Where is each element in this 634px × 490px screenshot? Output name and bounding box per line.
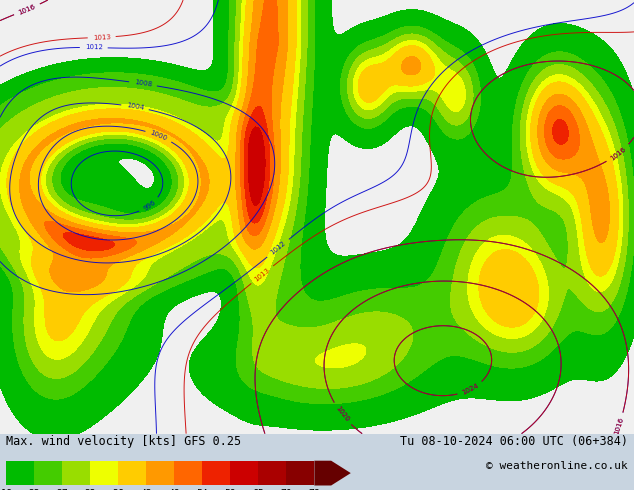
- Text: 1013: 1013: [253, 267, 271, 283]
- Bar: [62, 461, 90, 486]
- Bar: [259, 461, 287, 486]
- Text: 1016: 1016: [614, 416, 624, 436]
- Text: 1016: 1016: [18, 3, 37, 16]
- Text: 1024: 1024: [461, 383, 479, 396]
- Text: 78: 78: [309, 489, 320, 490]
- Text: 1000: 1000: [149, 130, 168, 142]
- Text: 996: 996: [142, 199, 157, 212]
- Text: 49: 49: [169, 489, 180, 490]
- Text: © weatheronline.co.uk: © weatheronline.co.uk: [486, 461, 628, 471]
- Text: 22: 22: [29, 489, 40, 490]
- Text: 54: 54: [197, 489, 208, 490]
- Text: 1008: 1008: [134, 79, 152, 88]
- Bar: [146, 461, 174, 486]
- Bar: [230, 461, 259, 486]
- Text: 1012: 1012: [269, 240, 287, 256]
- Text: 1012: 1012: [85, 45, 103, 50]
- Text: Max. wind velocity [kts] GFS 0.25: Max. wind velocity [kts] GFS 0.25: [6, 435, 242, 448]
- Text: 59: 59: [224, 489, 236, 490]
- Text: 1020: 1020: [334, 405, 350, 423]
- Text: 43: 43: [141, 489, 152, 490]
- Bar: [91, 461, 119, 486]
- Text: 16: 16: [1, 489, 12, 490]
- Text: 27: 27: [56, 489, 68, 490]
- Text: 1016: 1016: [18, 3, 37, 16]
- Text: 1016: 1016: [614, 416, 624, 436]
- Text: 65: 65: [252, 489, 264, 490]
- FancyArrow shape: [314, 461, 351, 486]
- Text: 1013: 1013: [93, 34, 111, 41]
- Text: 1024: 1024: [461, 383, 479, 396]
- Text: Tu 08-10-2024 06:00 UTC (06+384): Tu 08-10-2024 06:00 UTC (06+384): [399, 435, 628, 448]
- Bar: [174, 461, 202, 486]
- Text: 36: 36: [112, 489, 124, 490]
- Text: 1016: 1016: [609, 146, 627, 161]
- Text: 1020: 1020: [334, 405, 350, 423]
- Bar: [287, 461, 314, 486]
- Bar: [202, 461, 230, 486]
- Bar: [119, 461, 146, 486]
- Text: 70: 70: [280, 489, 292, 490]
- Bar: [6, 461, 34, 486]
- Text: 1016: 1016: [609, 146, 627, 161]
- Text: 32: 32: [84, 489, 96, 490]
- Text: [knots]: [knots]: [375, 489, 417, 490]
- Text: 1004: 1004: [126, 102, 145, 111]
- Bar: [34, 461, 62, 486]
